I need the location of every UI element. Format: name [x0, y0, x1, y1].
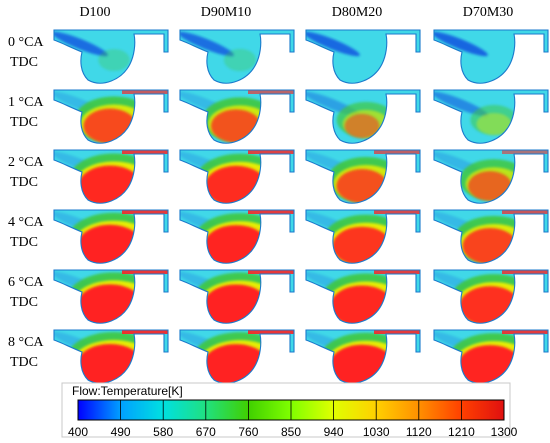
simulation-panel [433, 209, 549, 264]
temperature-legend: Flow:Temperature[K] 400 490 580 670 760 850 94… [61, 382, 518, 439]
colorbar-tick-label: 580 [153, 425, 173, 439]
simulation-panel [305, 209, 421, 264]
simulation-panel [179, 329, 295, 384]
simulation-panel [305, 269, 421, 324]
simulation-panel [305, 89, 421, 144]
colorbar-tick-label: 940 [324, 425, 344, 439]
simulation-panel [179, 269, 295, 324]
legend-title: Flow:Temperature[K] [72, 384, 183, 398]
row-angle-label: 6 °CA [8, 275, 44, 290]
simulation-panel [53, 329, 169, 384]
colorbar-tick-label: 400 [68, 425, 88, 439]
colorbar-tick-label: 1120 [406, 425, 432, 439]
colorbar-tick-label: 670 [196, 425, 216, 439]
simulation-panel [305, 29, 421, 84]
simulation-panel-grid [53, 29, 549, 384]
colorbar-tick-label: 1300 [491, 425, 518, 439]
column-header: D100 [79, 5, 110, 20]
colorbar-tick-label: 1030 [363, 425, 390, 439]
row-ref-label: TDC [10, 235, 38, 250]
simulation-panel [433, 149, 549, 204]
row-ref-label: TDC [10, 175, 38, 190]
simulation-panel [305, 329, 421, 384]
simulation-panel [179, 149, 295, 204]
simulation-panel [433, 269, 549, 324]
simulation-panel [179, 29, 295, 84]
row-ref-label: TDC [10, 115, 38, 130]
simulation-panel [179, 209, 295, 264]
row-angle-label: 8 °CA [8, 335, 44, 350]
colorbar-ticks: 400 490 580 670 760 850 940 1030 1120 1210 1300 [68, 400, 518, 439]
column-header: D70M30 [463, 5, 514, 20]
column-headers: D100 D90M10 D80M20 D70M30 [79, 5, 513, 20]
colorbar-tick-label: 850 [281, 425, 301, 439]
column-header: D90M10 [201, 5, 252, 20]
simulation-panel [179, 89, 295, 144]
simulation-panel [433, 329, 549, 384]
row-ref-label: TDC [10, 55, 38, 70]
simulation-panel [53, 269, 169, 324]
simulation-panel [433, 29, 549, 84]
row-labels: 0 °CA TDC 1 °CA TDC 2 °CA TDC 4 °CA TDC … [8, 35, 44, 370]
simulation-panel [53, 89, 169, 144]
row-ref-label: TDC [10, 355, 38, 370]
simulation-panel [433, 89, 549, 144]
column-header: D80M20 [332, 5, 383, 20]
row-angle-label: 4 °CA [8, 215, 44, 230]
simulation-panel [53, 149, 169, 204]
simulation-panel [53, 29, 169, 84]
simulation-panel [305, 149, 421, 204]
colorbar-tick-label: 490 [111, 425, 131, 439]
row-angle-label: 2 °CA [8, 155, 44, 170]
simulation-panel [53, 209, 169, 264]
colorbar-tick-label: 1210 [448, 425, 475, 439]
row-ref-label: TDC [10, 295, 38, 310]
row-angle-label: 0 °CA [8, 35, 44, 50]
colorbar-tick-label: 760 [238, 425, 258, 439]
row-angle-label: 1 °CA [8, 95, 44, 110]
